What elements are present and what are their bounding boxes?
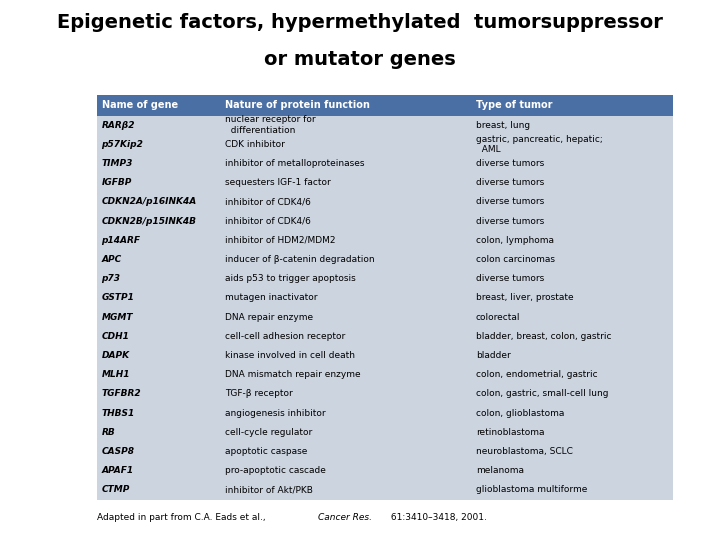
Text: colon, glioblastoma: colon, glioblastoma [476, 409, 564, 417]
Text: TGF-β receptor: TGF-β receptor [225, 389, 293, 399]
Text: melanoma: melanoma [476, 466, 524, 475]
Text: bladder: bladder [476, 351, 510, 360]
Text: pro-apoptotic cascade: pro-apoptotic cascade [225, 466, 326, 475]
Text: diverse tumors: diverse tumors [476, 178, 544, 187]
Text: Name of gene: Name of gene [102, 100, 178, 110]
Text: APC: APC [102, 255, 122, 264]
Text: inhibitor of CDK4/6: inhibitor of CDK4/6 [225, 217, 311, 226]
Text: diverse tumors: diverse tumors [476, 198, 544, 206]
Text: inhibitor of Akt/PKB: inhibitor of Akt/PKB [225, 485, 313, 495]
Text: THBS1: THBS1 [102, 409, 135, 417]
Text: colon, lymphoma: colon, lymphoma [476, 236, 554, 245]
Text: RARβ2: RARβ2 [102, 120, 135, 130]
Text: p14ARF: p14ARF [102, 236, 140, 245]
Text: MLH1: MLH1 [102, 370, 130, 379]
Text: Adapted in part from C.A. Eads et al.,: Adapted in part from C.A. Eads et al., [97, 513, 269, 522]
Text: inhibitor of metalloproteinases: inhibitor of metalloproteinases [225, 159, 365, 168]
FancyBboxPatch shape [97, 94, 673, 116]
Text: colorectal: colorectal [476, 313, 521, 322]
Text: Nature of protein function: Nature of protein function [225, 100, 370, 110]
Text: p73: p73 [102, 274, 120, 284]
Text: IGFBP: IGFBP [102, 178, 132, 187]
FancyBboxPatch shape [97, 94, 673, 500]
Text: breast, lung: breast, lung [476, 120, 530, 130]
Text: sequesters IGF-1 factor: sequesters IGF-1 factor [225, 178, 331, 187]
Text: CDK inhibitor: CDK inhibitor [225, 140, 285, 149]
Text: inhibitor of HDM2/MDM2: inhibitor of HDM2/MDM2 [225, 236, 336, 245]
Text: neuroblastoma, SCLC: neuroblastoma, SCLC [476, 447, 573, 456]
Text: colon, endometrial, gastric: colon, endometrial, gastric [476, 370, 598, 379]
Text: RB: RB [102, 428, 115, 437]
Text: CTMP: CTMP [102, 485, 130, 495]
Text: CDH1: CDH1 [102, 332, 130, 341]
Text: Cancer Res.: Cancer Res. [318, 513, 372, 522]
Text: colon, gastric, small-cell lung: colon, gastric, small-cell lung [476, 389, 608, 399]
Text: colon carcinomas: colon carcinomas [476, 255, 555, 264]
Text: breast, liver, prostate: breast, liver, prostate [476, 293, 574, 302]
Text: diverse tumors: diverse tumors [476, 159, 544, 168]
Text: inhibitor of CDK4/6: inhibitor of CDK4/6 [225, 198, 311, 206]
Text: CASP8: CASP8 [102, 447, 135, 456]
Text: p57Kip2: p57Kip2 [102, 140, 143, 149]
Text: angiogenesis inhibitor: angiogenesis inhibitor [225, 409, 326, 417]
Text: glioblastoma multiforme: glioblastoma multiforme [476, 485, 588, 495]
Text: TGFBR2: TGFBR2 [102, 389, 141, 399]
Text: DNA repair enzyme: DNA repair enzyme [225, 313, 313, 322]
Text: MGMT: MGMT [102, 313, 133, 322]
Text: cell-cycle regulator: cell-cycle regulator [225, 428, 312, 437]
Text: Epigenetic factors, hypermethylated  tumorsuppressor: Epigenetic factors, hypermethylated tumo… [57, 14, 663, 32]
Text: bladder, breast, colon, gastric: bladder, breast, colon, gastric [476, 332, 611, 341]
Text: CDKN2B/p15INK4B: CDKN2B/p15INK4B [102, 217, 197, 226]
Text: diverse tumors: diverse tumors [476, 274, 544, 284]
Text: or mutator genes: or mutator genes [264, 50, 456, 69]
Text: DAPK: DAPK [102, 351, 130, 360]
Text: nuclear receptor for
  differentiation: nuclear receptor for differentiation [225, 116, 316, 135]
Text: gastric, pancreatic, hepatic;
  AML: gastric, pancreatic, hepatic; AML [476, 134, 603, 154]
Text: GSTP1: GSTP1 [102, 293, 135, 302]
Text: DNA mismatch repair enzyme: DNA mismatch repair enzyme [225, 370, 361, 379]
Text: cell-cell adhesion receptor: cell-cell adhesion receptor [225, 332, 346, 341]
Text: mutagen inactivator: mutagen inactivator [225, 293, 318, 302]
Text: Type of tumor: Type of tumor [476, 100, 552, 110]
Text: diverse tumors: diverse tumors [476, 217, 544, 226]
Text: APAF1: APAF1 [102, 466, 134, 475]
Text: retinoblastoma: retinoblastoma [476, 428, 544, 437]
Text: TIMP3: TIMP3 [102, 159, 133, 168]
Text: apoptotic caspase: apoptotic caspase [225, 447, 307, 456]
Text: 61:3410–3418, 2001.: 61:3410–3418, 2001. [388, 513, 487, 522]
Text: inducer of β-catenin degradation: inducer of β-catenin degradation [225, 255, 375, 264]
Text: kinase involved in cell death: kinase involved in cell death [225, 351, 356, 360]
Text: aids p53 to trigger apoptosis: aids p53 to trigger apoptosis [225, 274, 356, 284]
Text: CDKN2A/p16INK4A: CDKN2A/p16INK4A [102, 198, 197, 206]
